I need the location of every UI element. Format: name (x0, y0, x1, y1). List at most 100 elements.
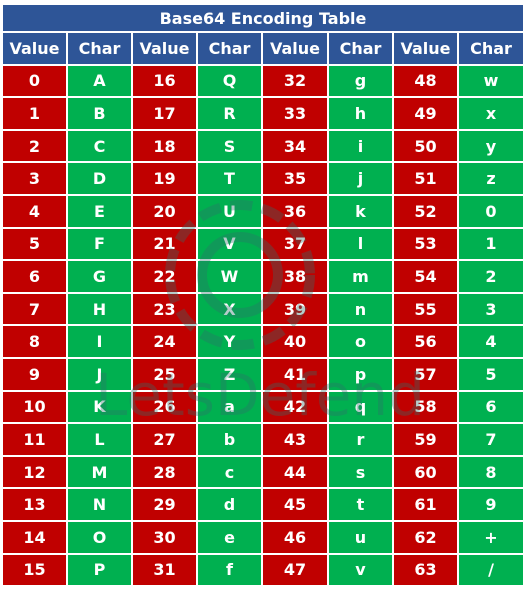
value-cell: 24 (132, 325, 197, 358)
char-cell: N (67, 488, 132, 521)
value-cell: 42 (262, 390, 328, 424)
value-cell: 11 (2, 423, 67, 456)
value-cell: 32 (262, 64, 328, 98)
value-cell: 53 (393, 227, 458, 261)
char-cell: V (197, 227, 262, 261)
column-header: Value (132, 32, 197, 65)
value-cell: 60 (393, 455, 458, 489)
value-cell: 40 (262, 325, 328, 358)
value-cell: 29 (132, 488, 197, 521)
char-cell: M (67, 455, 132, 489)
value-cell: 8 (2, 325, 67, 358)
char-cell: J (67, 357, 132, 391)
char-cell: Q (197, 64, 262, 98)
column-header: Char (197, 32, 262, 65)
char-cell: y (458, 129, 524, 163)
char-cell: a (197, 390, 262, 424)
char-cell: F (67, 227, 132, 261)
char-cell: O (67, 520, 132, 554)
value-cell: 62 (393, 520, 458, 554)
value-cell: 33 (262, 97, 328, 130)
value-cell: 48 (393, 64, 458, 98)
value-cell: 55 (393, 292, 458, 326)
char-cell: A (67, 64, 132, 98)
value-cell: 47 (262, 553, 328, 587)
value-cell: 20 (132, 194, 197, 228)
value-cell: 36 (262, 194, 328, 228)
value-cell: 14 (2, 520, 67, 554)
value-cell: 4 (2, 194, 67, 228)
value-cell: 23 (132, 292, 197, 326)
char-cell: p (328, 357, 393, 391)
value-cell: 9 (2, 357, 67, 391)
char-cell: L (67, 423, 132, 456)
char-cell: o (328, 325, 393, 358)
column-header: Char (67, 32, 132, 65)
char-cell: 0 (458, 194, 524, 228)
char-cell: / (458, 553, 524, 587)
char-cell: x (458, 97, 524, 130)
char-cell: j (328, 162, 393, 195)
char-cell: e (197, 520, 262, 554)
value-cell: 28 (132, 455, 197, 489)
char-cell: b (197, 423, 262, 456)
value-cell: 26 (132, 390, 197, 424)
value-cell: 13 (2, 488, 67, 521)
char-cell: 5 (458, 357, 524, 391)
value-cell: 45 (262, 488, 328, 521)
value-cell: 0 (2, 64, 67, 98)
value-cell: 25 (132, 357, 197, 391)
value-cell: 21 (132, 227, 197, 261)
value-cell: 59 (393, 423, 458, 456)
value-cell: 10 (2, 390, 67, 424)
char-cell: l (328, 227, 393, 261)
value-cell: 16 (132, 64, 197, 98)
value-cell: 41 (262, 357, 328, 391)
column-header: Value (262, 32, 328, 65)
char-cell: r (328, 423, 393, 456)
base64-table: Base64 Encoding Table Value Char Value Char… (2, 4, 524, 587)
char-cell: c (197, 455, 262, 489)
char-cell: n (328, 292, 393, 326)
value-cell: 12 (2, 455, 67, 489)
value-cell: 17 (132, 97, 197, 130)
char-cell: R (197, 97, 262, 130)
char-cell: g (328, 64, 393, 98)
char-cell: 7 (458, 423, 524, 456)
char-cell: z (458, 162, 524, 195)
column-header: Char (328, 32, 393, 65)
char-cell: q (328, 390, 393, 424)
char-cell: 3 (458, 292, 524, 326)
value-cell: 31 (132, 553, 197, 587)
value-cell: 63 (393, 553, 458, 587)
char-cell: B (67, 97, 132, 130)
value-cell: 58 (393, 390, 458, 424)
char-cell: H (67, 292, 132, 326)
char-cell: 9 (458, 488, 524, 521)
table-title: Base64 Encoding Table (2, 4, 524, 32)
value-cell: 52 (393, 194, 458, 228)
value-cell: 1 (2, 97, 67, 130)
column-header: Char (458, 32, 524, 65)
value-cell: 2 (2, 129, 67, 163)
char-cell: C (67, 129, 132, 163)
column-header: Value (393, 32, 458, 65)
char-cell: 2 (458, 260, 524, 293)
char-cell: m (328, 260, 393, 293)
char-cell: E (67, 194, 132, 228)
value-cell: 49 (393, 97, 458, 130)
char-cell: t (328, 488, 393, 521)
value-cell: 7 (2, 292, 67, 326)
char-cell: + (458, 520, 524, 554)
value-cell: 39 (262, 292, 328, 326)
value-cell: 5 (2, 227, 67, 261)
char-cell: i (328, 129, 393, 163)
table-grid: Value Char Value Char Value Char Value Char 0 A 16… (2, 32, 524, 587)
value-cell: 37 (262, 227, 328, 261)
char-cell: D (67, 162, 132, 195)
char-cell: k (328, 194, 393, 228)
char-cell: I (67, 325, 132, 358)
value-cell: 57 (393, 357, 458, 391)
char-cell: 1 (458, 227, 524, 261)
char-cell: K (67, 390, 132, 424)
